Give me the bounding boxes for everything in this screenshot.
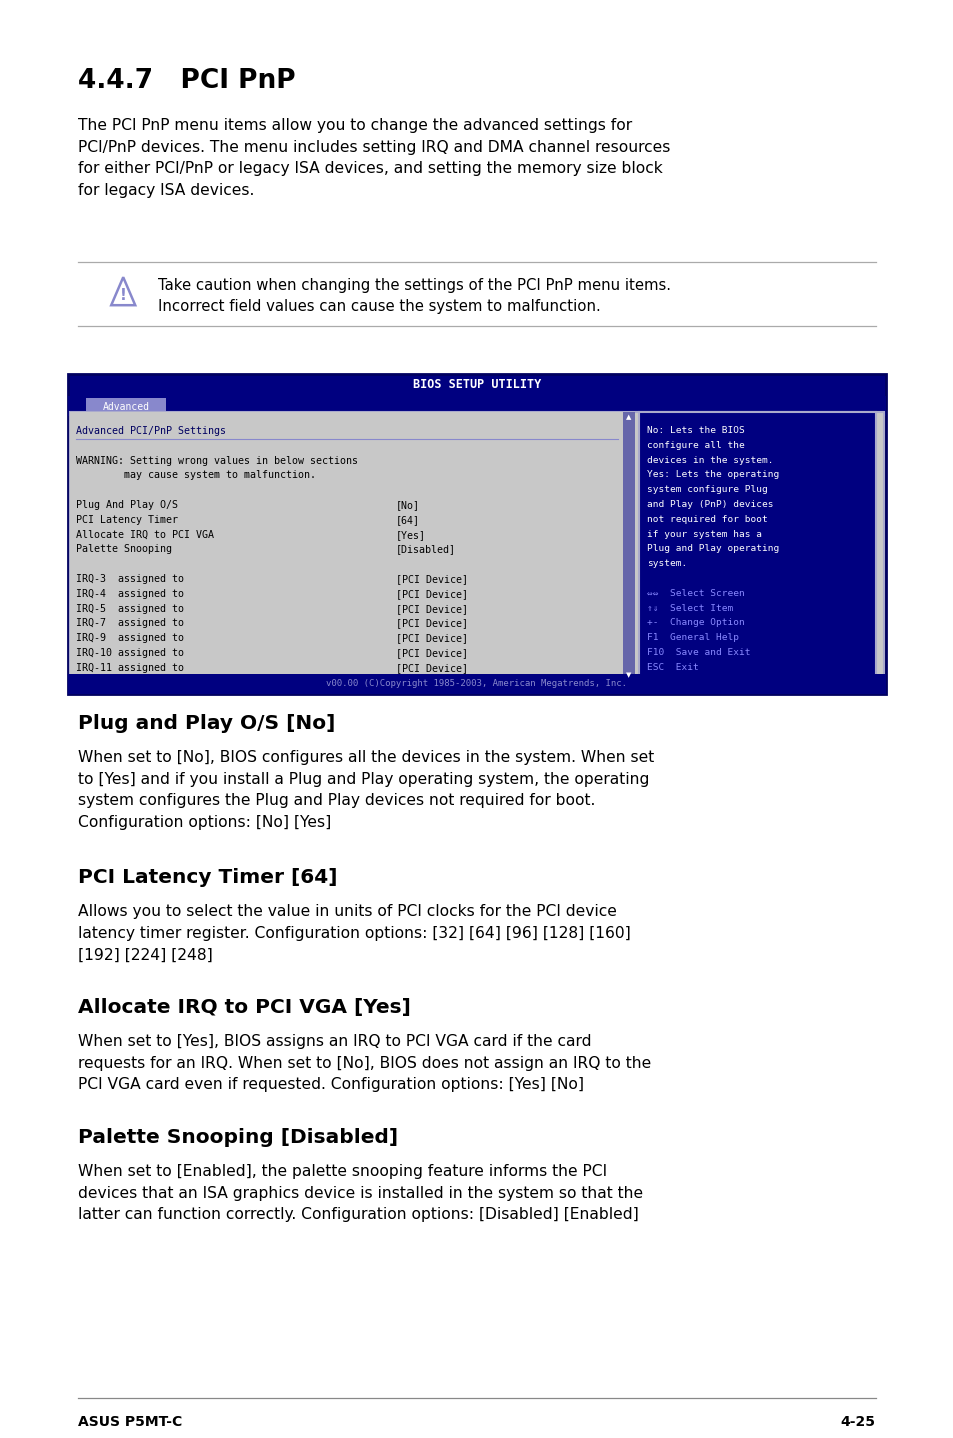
Text: IRQ-5  assigned to: IRQ-5 assigned to <box>76 604 184 614</box>
Text: Palette Snooping: Palette Snooping <box>76 545 172 555</box>
Text: system configure Plug: system configure Plug <box>646 485 767 495</box>
Text: When set to [Enabled], the palette snooping feature informs the PCI
devices that: When set to [Enabled], the palette snoop… <box>78 1165 642 1222</box>
Text: +-  Change Option: +- Change Option <box>646 618 744 627</box>
Text: ESC  Exit: ESC Exit <box>646 663 698 672</box>
Text: Yes: Lets the operating: Yes: Lets the operating <box>646 470 779 479</box>
Text: The PCI PnP menu items allow you to change the advanced settings for
PCI/PnP dev: The PCI PnP menu items allow you to chan… <box>78 118 670 198</box>
Text: When set to [No], BIOS configures all the devices in the system. When set
to [Ye: When set to [No], BIOS configures all th… <box>78 751 654 830</box>
Text: [Yes]: [Yes] <box>395 529 426 539</box>
Text: IRQ-7  assigned to: IRQ-7 assigned to <box>76 618 184 628</box>
Text: [PCI Device]: [PCI Device] <box>395 633 468 643</box>
Text: [No]: [No] <box>395 500 419 510</box>
FancyBboxPatch shape <box>68 374 885 695</box>
Text: not required for boot: not required for boot <box>646 515 767 523</box>
Text: WARNING: Setting wrong values in below sections: WARNING: Setting wrong values in below s… <box>76 456 357 466</box>
Text: IRQ-4  assigned to: IRQ-4 assigned to <box>76 588 184 598</box>
Text: Advanced PCI/PnP Settings: Advanced PCI/PnP Settings <box>76 426 226 436</box>
Text: ASUS P5MT-C: ASUS P5MT-C <box>78 1415 182 1429</box>
Text: ▼: ▼ <box>626 672 631 677</box>
Text: IRQ-9  assigned to: IRQ-9 assigned to <box>76 633 184 643</box>
FancyBboxPatch shape <box>70 413 883 680</box>
Text: [PCI Device]: [PCI Device] <box>395 574 468 584</box>
Text: PCI Latency Timer: PCI Latency Timer <box>76 515 178 525</box>
Text: Allows you to select the value in units of PCI clocks for the PCI device
latency: Allows you to select the value in units … <box>78 905 630 962</box>
Text: Advanced: Advanced <box>102 403 150 413</box>
Text: IRQ-11 assigned to: IRQ-11 assigned to <box>76 663 184 673</box>
Text: [PCI Device]: [PCI Device] <box>395 604 468 614</box>
Text: BIOS SETUP UTILITY: BIOS SETUP UTILITY <box>413 378 540 391</box>
FancyBboxPatch shape <box>639 413 875 680</box>
Text: ▲: ▲ <box>626 414 631 420</box>
Text: Allocate IRQ to PCI VGA: Allocate IRQ to PCI VGA <box>76 529 213 539</box>
Text: [PCI Device]: [PCI Device] <box>395 588 468 598</box>
Text: Take caution when changing the settings of the PCI PnP menu items.
Incorrect fie: Take caution when changing the settings … <box>158 278 671 313</box>
FancyBboxPatch shape <box>622 413 635 680</box>
Text: !: ! <box>120 289 127 303</box>
Text: F1  General Help: F1 General Help <box>646 633 739 643</box>
Text: Plug and Play operating: Plug and Play operating <box>646 545 779 554</box>
Text: [Disabled]: [Disabled] <box>395 545 456 555</box>
Text: ⇔⇔  Select Screen: ⇔⇔ Select Screen <box>646 588 744 598</box>
Text: [PCI Device]: [PCI Device] <box>395 663 468 673</box>
Text: ⇑⇓  Select Item: ⇑⇓ Select Item <box>646 604 733 613</box>
Text: Plug and Play O/S [No]: Plug and Play O/S [No] <box>78 715 335 733</box>
Text: and Play (PnP) devices: and Play (PnP) devices <box>646 500 773 509</box>
Text: [PCI Device]: [PCI Device] <box>395 618 468 628</box>
FancyBboxPatch shape <box>86 398 166 416</box>
Text: configure all the: configure all the <box>646 441 744 450</box>
Text: No: Lets the BIOS: No: Lets the BIOS <box>646 426 744 436</box>
Text: if your system has a: if your system has a <box>646 529 761 539</box>
Text: IRQ-3  assigned to: IRQ-3 assigned to <box>76 574 184 584</box>
Text: [64]: [64] <box>395 515 419 525</box>
Text: PCI Latency Timer [64]: PCI Latency Timer [64] <box>78 869 337 887</box>
Text: may cause system to malfunction.: may cause system to malfunction. <box>76 470 315 480</box>
Text: Allocate IRQ to PCI VGA [Yes]: Allocate IRQ to PCI VGA [Yes] <box>78 998 411 1017</box>
Text: v00.00 (C)Copyright 1985-2003, American Megatrends, Inc.: v00.00 (C)Copyright 1985-2003, American … <box>326 680 627 689</box>
Text: When set to [Yes], BIOS assigns an IRQ to PCI VGA card if the card
requests for : When set to [Yes], BIOS assigns an IRQ t… <box>78 1034 651 1093</box>
FancyBboxPatch shape <box>70 413 626 680</box>
Text: IRQ-10 assigned to: IRQ-10 assigned to <box>76 649 184 659</box>
Text: [PCI Device]: [PCI Device] <box>395 649 468 659</box>
Text: devices in the system.: devices in the system. <box>646 456 773 464</box>
FancyBboxPatch shape <box>68 674 885 695</box>
Text: system.: system. <box>646 559 686 568</box>
Text: F10  Save and Exit: F10 Save and Exit <box>646 649 750 657</box>
Text: 4.4.7   PCI PnP: 4.4.7 PCI PnP <box>78 68 295 93</box>
Text: Palette Snooping [Disabled]: Palette Snooping [Disabled] <box>78 1129 398 1148</box>
FancyBboxPatch shape <box>68 395 885 416</box>
Text: Plug And Play O/S: Plug And Play O/S <box>76 500 178 510</box>
Text: 4-25: 4-25 <box>840 1415 875 1429</box>
